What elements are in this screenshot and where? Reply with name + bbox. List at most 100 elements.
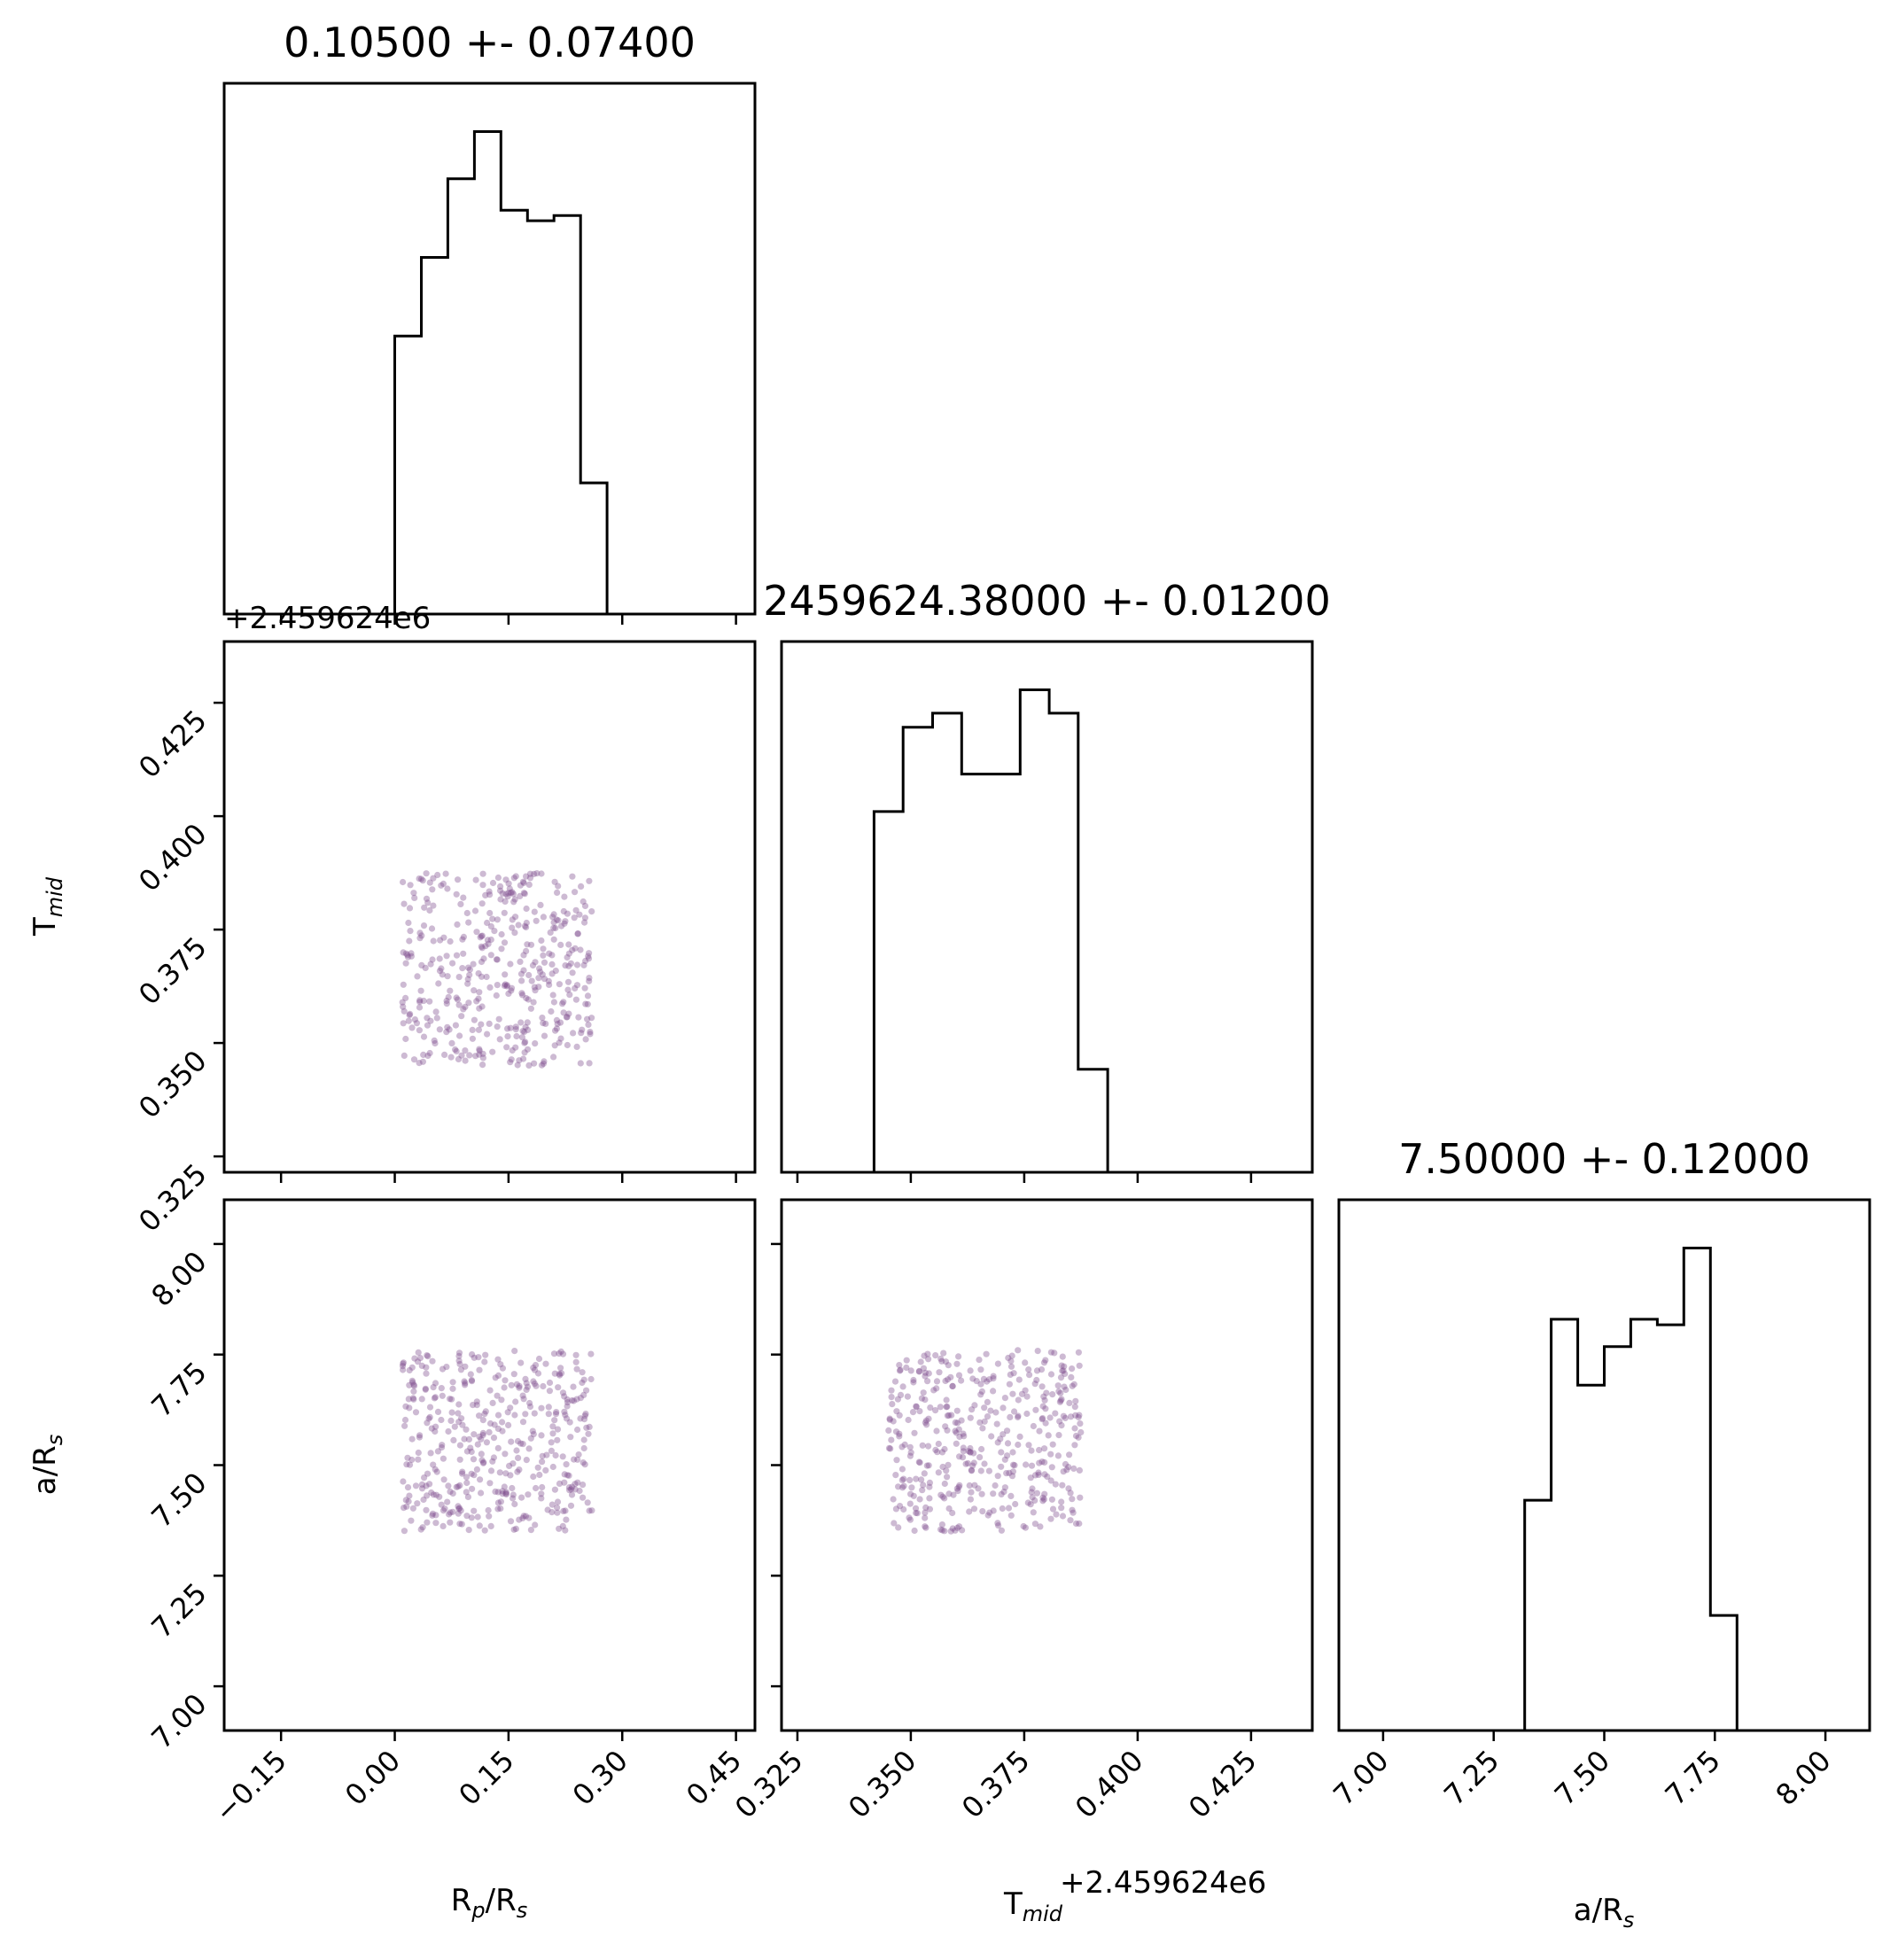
scatter-point <box>994 1520 1001 1527</box>
scatter-point <box>484 1031 491 1038</box>
scatter-point <box>921 1352 928 1359</box>
scatter-point <box>945 1412 953 1419</box>
scatter-point <box>471 1431 478 1438</box>
scatter-point <box>913 1475 920 1482</box>
scatter-point <box>506 885 513 892</box>
scatter-point <box>572 945 579 952</box>
scatter-point <box>572 1481 579 1488</box>
scatter-point <box>426 1413 433 1420</box>
scatter-point <box>1005 1505 1013 1512</box>
scatter-point <box>1010 1370 1017 1377</box>
scatter-point <box>1076 1412 1083 1419</box>
scatter-point <box>469 1351 476 1358</box>
scatter-point <box>448 1039 455 1046</box>
scatter-point <box>478 900 486 907</box>
scatter-point <box>417 987 424 994</box>
scatter-point <box>886 1415 893 1422</box>
scatter-point <box>507 1518 515 1525</box>
scatter-point <box>499 890 506 897</box>
scatter-point <box>900 1475 907 1482</box>
scatter-point <box>1008 1352 1015 1359</box>
scatter-point <box>1057 1389 1064 1396</box>
scatter-point <box>495 1015 502 1023</box>
scatter-point <box>523 1386 530 1394</box>
scatter-point <box>561 1408 568 1415</box>
scatter-point <box>580 1482 587 1489</box>
scatter-point <box>939 1493 946 1500</box>
scatter-point <box>465 919 472 926</box>
scatter-point <box>435 980 442 987</box>
scatter-point <box>937 1355 945 1362</box>
scatter-point <box>998 1490 1005 1497</box>
scatter-point <box>487 952 494 959</box>
scatter-point <box>521 922 529 929</box>
scatter-point <box>494 1356 502 1363</box>
scatter-point <box>584 1499 591 1506</box>
scatter-point <box>443 953 450 960</box>
scatter-point <box>558 922 565 929</box>
scatter-point <box>455 1419 463 1426</box>
scatter-point <box>494 956 501 963</box>
scatter-point <box>418 1481 425 1488</box>
scatter-point <box>414 1358 422 1365</box>
scatter-point <box>548 961 556 968</box>
scatter-point <box>480 955 487 962</box>
scatter-point <box>1048 1464 1055 1471</box>
scatter-point <box>559 1350 567 1357</box>
scatter-point <box>517 1359 525 1366</box>
scatter-point <box>406 1012 413 1019</box>
scatter-point <box>546 950 553 957</box>
scatter-point <box>1070 1509 1077 1516</box>
scatter-point <box>400 1359 407 1366</box>
scatter-point <box>1000 1404 1007 1412</box>
scatter-point <box>455 1001 463 1008</box>
scatter-point <box>960 1444 967 1451</box>
scatter-point <box>1077 1494 1084 1501</box>
scatter-point <box>475 995 482 1002</box>
scatter-point <box>502 971 509 978</box>
scatter-point <box>926 1495 933 1502</box>
scatter-point <box>511 929 518 937</box>
scatter-point <box>1075 1434 1082 1441</box>
scatter-point <box>508 1056 515 1063</box>
scatter-point <box>548 1501 556 1508</box>
scatter-point <box>463 1513 471 1520</box>
scatter-point <box>436 968 444 975</box>
scatter-point <box>456 1456 463 1463</box>
scatter-point <box>586 950 593 957</box>
scatter-point <box>1049 1441 1056 1448</box>
scatter-point <box>1036 1459 1043 1466</box>
x-tick-label-tmid: 0.425 <box>1182 1744 1264 1825</box>
scatter-point <box>922 1523 929 1530</box>
scatter-point <box>427 961 434 968</box>
scatter-point <box>941 1528 948 1535</box>
scatter-point <box>1077 1428 1085 1436</box>
scatter-point <box>423 870 430 877</box>
scatter-point <box>463 1426 470 1433</box>
scatter-point <box>1003 1470 1010 1477</box>
scatter-point <box>1031 1521 1038 1528</box>
scatter-point <box>583 1387 590 1394</box>
scatter-point <box>464 1493 472 1500</box>
scatter-point <box>486 909 494 917</box>
scatter-point <box>540 945 547 953</box>
scatter-point <box>490 1435 498 1442</box>
scatter-point <box>427 1450 434 1457</box>
scatter-point <box>896 1433 903 1440</box>
scatter-point <box>981 1404 988 1412</box>
scatter-point <box>520 890 528 897</box>
scatter-point <box>1070 1381 1077 1388</box>
scatter-point <box>428 1489 435 1497</box>
scatter-point <box>445 1427 452 1435</box>
scatter-point <box>478 1003 486 1010</box>
scatter-point <box>494 1023 501 1031</box>
scatter-point <box>564 1472 572 1479</box>
scatter-point <box>416 935 424 942</box>
histogram-rp <box>224 130 755 616</box>
scatter-point <box>967 1449 974 1456</box>
scatter-point <box>984 1378 991 1385</box>
scatter-point <box>569 1396 576 1404</box>
scatter-point <box>994 1360 1001 1367</box>
scatter-point <box>424 1492 431 1499</box>
scatter-point <box>1041 1471 1048 1478</box>
